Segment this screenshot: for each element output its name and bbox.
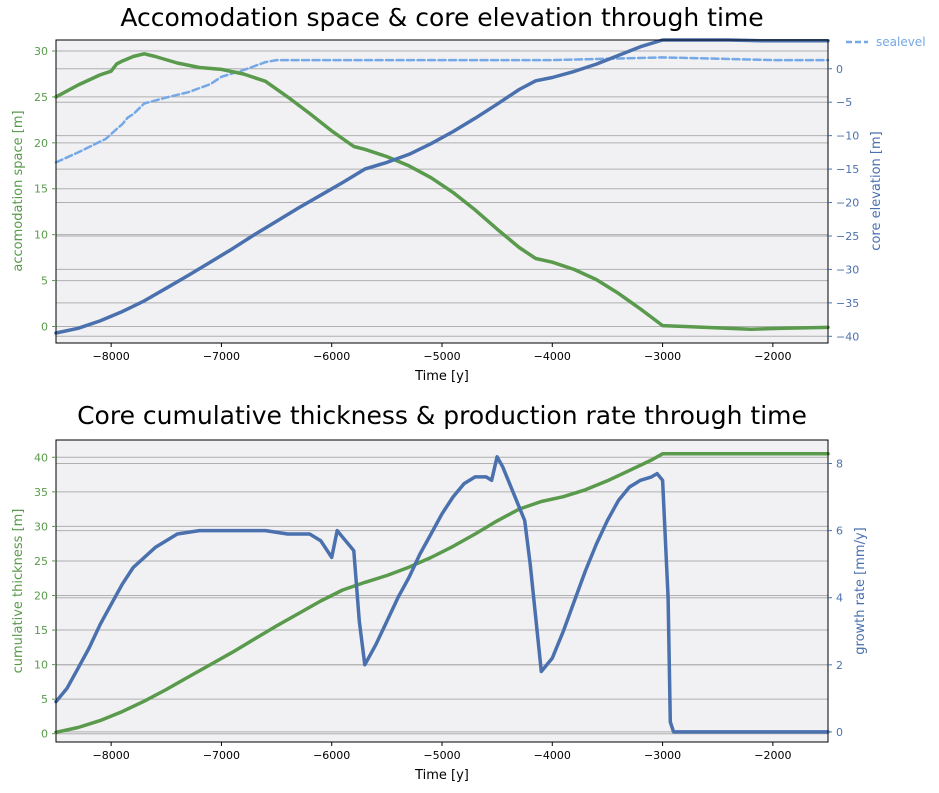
x-tick-label: −4000 [534,350,571,363]
left-y-tick-label: 40 [34,451,48,464]
chart-2-right-y-ticks: 0 2 4 6 8 [828,457,843,739]
right-y-tick-label: −15 [836,163,859,176]
right-y-tick-label: 6 [836,525,843,538]
series-line-left-axis-green [54,452,830,735]
x-tick-label: −8000 [93,350,130,363]
right-y-tick-label: 4 [836,592,843,605]
chart-1-left-y-ticks: 0 5 10 15 20 25 30 [34,45,56,333]
chart-2: Core cumulative thickness & production r… [11,401,868,783]
x-tick-label: −6000 [313,350,350,363]
left-y-tick-label: 30 [34,45,48,58]
right-y-tick-label: −25 [836,230,859,243]
right-y-tick-label: −30 [836,263,859,276]
right-y-tick-label: 2 [836,659,843,672]
x-tick-label: −5000 [423,749,460,762]
left-y-tick-label: 35 [34,486,48,499]
chart-1-x-axis-label: Time [y] [414,369,469,384]
chart-1-x-ticks: −8000 −7000 −6000 −5000 −4000 −3000 −2000 [93,343,791,363]
right-y-tick-label: −10 [836,130,859,143]
x-tick-label: −3000 [644,749,681,762]
left-y-tick-label: 15 [34,183,48,196]
series-line-sealevel [54,56,830,164]
chart-2-right-y-axis-label: growth rate [mm/y] [853,527,868,654]
left-y-tick-label: 25 [34,91,48,104]
x-tick-label: −5000 [423,350,460,363]
left-y-tick-label: 20 [34,137,48,150]
chart-1: Accomodation space & core elevation thro… [11,3,926,384]
left-y-tick-label: 0 [41,728,48,741]
legend-sealevel-label: sealevel [876,35,926,49]
chart-2-series [54,452,830,735]
chart-2-gridlines [56,456,828,735]
chart-2-title: Core cumulative thickness & production r… [77,401,807,430]
right-y-tick-label: −40 [836,330,859,343]
right-y-tick-label: 0 [836,726,843,739]
chart-1-right-y-axis-label: core elevation [m] [869,131,884,250]
left-y-tick-label: 0 [41,320,48,333]
chart-1-legend: sealevel [846,35,926,49]
right-y-tick-label: −20 [836,197,859,210]
chart-2-plot-area [56,440,828,742]
chart-2-left-y-ticks: 0 5 10 15 20 25 30 35 40 [34,451,56,741]
x-tick-label: −8000 [93,749,130,762]
x-tick-label: −2000 [754,749,791,762]
left-y-tick-label: 20 [34,589,48,602]
x-tick-label: −7000 [203,350,240,363]
left-y-tick-label: 25 [34,555,48,568]
chart-1-plot-area [56,40,828,343]
left-y-tick-label: 5 [41,275,48,288]
chart-2-left-y-axis-label: cumulative thickness [m] [11,509,26,674]
x-tick-label: −6000 [313,749,350,762]
x-tick-label: −3000 [644,350,681,363]
chart-1-right-y-ticks: 0 −5 −10 −15 −20 −25 −30 −35 −40 [828,63,859,343]
right-y-tick-label: −5 [836,96,852,109]
chart-2-x-axis-label: Time [y] [414,768,469,783]
series-line-left-axis-green [54,52,830,331]
left-y-tick-label: 5 [41,693,48,706]
chart-1-left-y-axis-label: accomodation space [m] [11,110,26,271]
right-y-tick-label: 8 [836,457,843,470]
left-y-tick-label: 30 [34,520,48,533]
chart-1-title: Accomodation space & core elevation thro… [120,3,763,32]
right-y-tick-label: 0 [836,63,843,76]
left-y-tick-label: 10 [34,659,48,672]
series-line-right-axis-blue [54,455,830,734]
chart-2-x-ticks: −8000 −7000 −6000 −5000 −4000 −3000 −2000 [93,742,791,762]
right-y-tick-label: −35 [836,297,859,310]
x-tick-label: −7000 [203,749,240,762]
left-y-tick-label: 15 [34,624,48,637]
left-y-tick-label: 10 [34,229,48,242]
chart-1-gridlines [56,50,828,337]
x-tick-label: −2000 [754,350,791,363]
x-tick-label: −4000 [534,749,571,762]
